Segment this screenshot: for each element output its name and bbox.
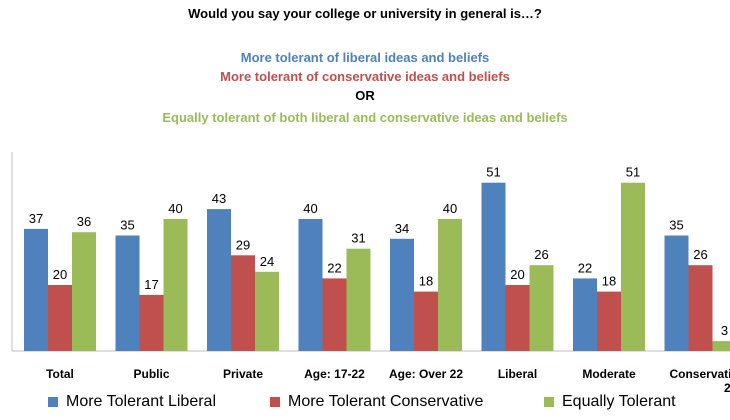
bar-liberal-4 xyxy=(390,238,414,351)
bar-equal-3 xyxy=(346,248,371,351)
legend-label-conservative: More Tolerant Conservative xyxy=(288,393,484,410)
bar-liberal-3 xyxy=(298,219,323,351)
chart-title: Would you say your college or university… xyxy=(188,6,542,21)
data-label-conservative-6: 18 xyxy=(602,274,616,289)
bar-conservative-1 xyxy=(139,294,164,351)
legend-swatch-equal xyxy=(544,397,554,407)
data-label-conservative-5: 20 xyxy=(510,267,524,282)
data-label-equal-0: 36 xyxy=(77,214,91,229)
x-tick-label-2: Private xyxy=(223,367,263,381)
data-label-equal-6: 51 xyxy=(626,165,640,180)
bar-liberal-0 xyxy=(24,228,48,351)
x-tick-label-5: Liberal xyxy=(498,367,537,381)
data-label-conservative-0: 20 xyxy=(53,267,67,282)
legend-item-conservative: More Tolerant Conservative xyxy=(270,393,483,411)
bar-equal-1 xyxy=(163,219,188,351)
x-tick-label-0: Total xyxy=(46,367,74,381)
bar-liberal-5 xyxy=(481,182,506,351)
bar-liberal-7 xyxy=(664,235,689,351)
data-label-conservative-2: 29 xyxy=(236,237,250,252)
x-tick-label-1: Public xyxy=(133,367,169,381)
data-label-liberal-1: 35 xyxy=(120,218,134,233)
bar-equal-5 xyxy=(529,265,554,351)
legend-item-liberal: More Tolerant Liberal xyxy=(48,393,216,411)
bar-conservative-0 xyxy=(48,285,72,351)
legend-swatch-conservative xyxy=(270,397,280,407)
x-tick-label-overflow: 2 xyxy=(724,381,730,395)
bar-equal-4 xyxy=(438,219,462,351)
legend-label-liberal: More Tolerant Liberal xyxy=(66,393,217,410)
legend-item-equal: Equally Tolerant xyxy=(544,393,676,411)
subtitle-conservative: More tolerant of conservative ideas and … xyxy=(220,69,510,84)
bar-liberal-2 xyxy=(207,209,231,351)
bar-equal-0 xyxy=(72,232,96,351)
data-label-conservative-1: 17 xyxy=(144,277,158,292)
data-label-liberal-0: 37 xyxy=(29,211,43,226)
bar-conservative-7 xyxy=(688,265,713,351)
x-tick-label-4: Age: Over 22 xyxy=(389,367,463,381)
data-label-equal-7: 3 xyxy=(721,323,728,338)
bar-equal-7 xyxy=(712,341,730,351)
x-tick-label-7: Conservati xyxy=(669,367,730,381)
bar-conservative-2 xyxy=(231,255,255,351)
data-label-liberal-4: 34 xyxy=(395,221,409,236)
x-tick-label-6: Moderate xyxy=(582,367,636,381)
data-label-liberal-5: 51 xyxy=(486,165,500,180)
data-label-liberal-7: 35 xyxy=(669,218,683,233)
bar-liberal-1 xyxy=(115,235,140,351)
data-label-equal-2: 24 xyxy=(260,254,274,269)
legend: More Tolerant Liberal More Tolerant Cons… xyxy=(0,393,730,417)
subtitle-or: OR xyxy=(355,88,375,103)
data-label-liberal-6: 22 xyxy=(578,260,592,275)
subtitle-equal: Equally tolerant of both liberal and con… xyxy=(162,110,568,125)
data-label-liberal-3: 40 xyxy=(303,201,317,216)
bar-liberal-6 xyxy=(573,278,597,351)
bar-conservative-3 xyxy=(322,278,347,351)
bar-equal-6 xyxy=(621,182,645,351)
subtitle-liberal: More tolerant of liberal ideas and belie… xyxy=(240,50,490,65)
x-tick-label-3: Age: 17-22 xyxy=(304,367,365,381)
data-label-equal-5: 26 xyxy=(534,247,548,262)
data-label-conservative-3: 22 xyxy=(327,260,341,275)
bar-conservative-5 xyxy=(505,285,530,351)
bar-conservative-4 xyxy=(414,291,438,351)
legend-swatch-liberal xyxy=(48,397,58,407)
bar-conservative-6 xyxy=(597,291,621,351)
data-label-liberal-2: 43 xyxy=(212,191,226,206)
data-label-conservative-4: 18 xyxy=(419,274,433,289)
data-label-equal-4: 40 xyxy=(443,201,457,216)
data-label-equal-3: 31 xyxy=(351,231,365,246)
bar-equal-2 xyxy=(255,271,279,351)
data-label-equal-1: 40 xyxy=(168,201,182,216)
legend-label-equal: Equally Tolerant xyxy=(562,393,676,410)
data-label-conservative-7: 26 xyxy=(693,247,707,262)
